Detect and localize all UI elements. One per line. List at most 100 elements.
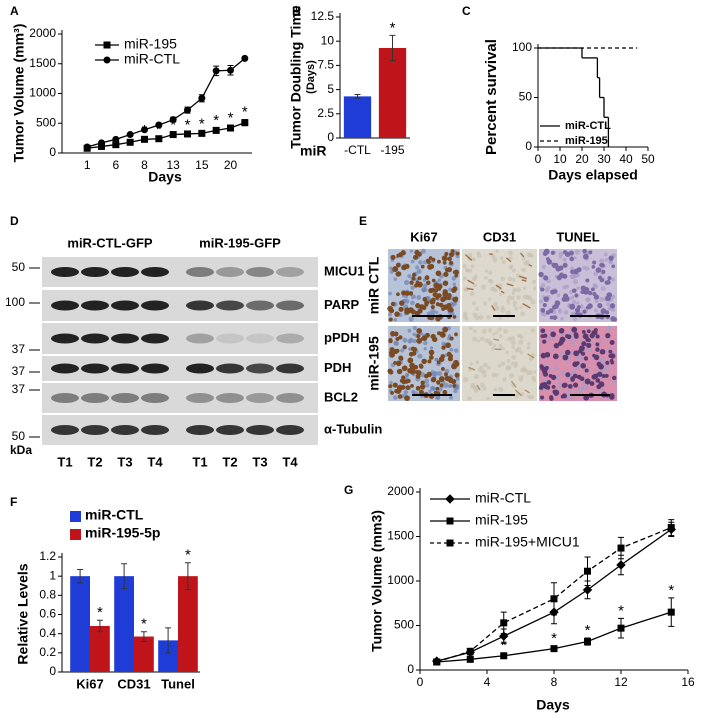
error-bar — [96, 619, 103, 633]
stained-nucleus — [593, 328, 598, 333]
cell-nucleus — [546, 336, 552, 341]
stained-nucleus — [451, 287, 457, 293]
stained-nucleus — [562, 262, 568, 268]
y-tick-label: 12.5 — [311, 9, 335, 23]
stained-nucleus — [422, 297, 427, 302]
cell-nucleus — [480, 369, 485, 374]
stained-nucleus — [551, 304, 557, 310]
cell-nucleus — [479, 382, 485, 388]
stained-nucleus — [540, 352, 547, 359]
cell-nucleus — [389, 266, 393, 270]
point — [198, 129, 206, 137]
cell-nucleus — [569, 340, 574, 345]
stained-nucleus — [401, 375, 406, 380]
x-axis-label: Days — [148, 169, 182, 185]
stained-nucleus — [551, 384, 556, 389]
blot-row-label: MICU1 — [324, 263, 364, 278]
stained-nucleus — [546, 259, 553, 265]
stained-nucleus — [596, 384, 602, 390]
cell-nucleus — [570, 295, 575, 300]
cell-nucleus — [472, 329, 477, 334]
stained-nucleus — [435, 270, 442, 277]
stained-nucleus — [573, 350, 580, 357]
stained-nucleus — [574, 307, 581, 313]
stained-nucleus — [440, 366, 445, 371]
cell-nucleus — [416, 295, 422, 300]
vessel — [506, 283, 514, 287]
stained-nucleus — [388, 307, 395, 314]
significance-mark: * — [551, 630, 557, 647]
blot-band — [246, 333, 274, 344]
point — [550, 645, 558, 653]
error-bar — [184, 562, 191, 591]
stained-nucleus — [409, 362, 416, 369]
cell-nucleus — [501, 346, 505, 351]
panel-letter: B — [292, 4, 301, 18]
stained-nucleus — [601, 373, 606, 378]
stained-nucleus — [435, 296, 439, 300]
cell-nucleus — [408, 337, 414, 343]
bar — [90, 626, 110, 672]
vessel — [521, 279, 527, 282]
lane-label: T3 — [252, 454, 267, 469]
stained-nucleus — [545, 310, 551, 315]
cell-nucleus — [518, 339, 524, 345]
cell-nucleus — [562, 285, 567, 290]
stained-nucleus — [558, 327, 565, 334]
cell-nucleus — [475, 306, 480, 311]
cell-nucleus — [431, 386, 436, 391]
x-tick-label: 8 — [141, 158, 148, 172]
stained-nucleus — [448, 252, 455, 258]
stained-nucleus — [595, 342, 600, 347]
cell-nucleus — [522, 294, 528, 300]
stained-nucleus — [390, 391, 394, 395]
cell-nucleus — [582, 265, 587, 270]
cell-nucleus — [526, 346, 531, 350]
x-tick-label: 30 — [597, 152, 611, 166]
panel-letter: A — [10, 4, 19, 18]
x-axis-label: Days — [536, 697, 570, 713]
stained-nucleus — [430, 304, 435, 310]
y-tick-label: 1 — [49, 568, 56, 582]
stained-nucleus — [428, 355, 434, 360]
cell-nucleus — [518, 374, 524, 381]
cell-nucleus — [503, 328, 508, 334]
blot-band — [246, 425, 274, 435]
blot-band — [216, 393, 244, 403]
stained-nucleus — [402, 345, 407, 350]
point — [584, 567, 591, 575]
vessel — [467, 279, 475, 285]
cell-nucleus — [488, 270, 493, 275]
y-axis-label: Tumor Volume (mm³) — [11, 24, 27, 163]
cell-nucleus — [507, 276, 513, 282]
point — [584, 638, 591, 646]
x-tick-label: 20 — [224, 158, 238, 172]
stained-nucleus — [592, 260, 597, 265]
cell-nucleus — [522, 368, 528, 373]
cell-nucleus — [587, 326, 591, 331]
vessel — [489, 253, 493, 256]
point — [155, 121, 163, 129]
y-tick-label: 5 — [327, 82, 334, 96]
blot-band — [276, 300, 304, 311]
vessel — [522, 303, 531, 309]
cell-nucleus — [486, 396, 490, 401]
stained-nucleus — [582, 253, 589, 260]
cell-nucleus — [531, 279, 537, 285]
stained-nucleus — [420, 337, 425, 341]
cell-nucleus — [428, 389, 432, 394]
stained-nucleus — [424, 302, 429, 307]
cell-nucleus — [509, 373, 514, 379]
stained-nucleus — [394, 389, 399, 394]
point — [466, 647, 474, 655]
blot-band — [186, 363, 214, 374]
stained-nucleus — [414, 370, 419, 374]
stained-nucleus — [388, 338, 393, 344]
y-tick-label: 2.5 — [317, 106, 334, 120]
cell-nucleus — [422, 283, 428, 289]
cell-nucleus — [521, 256, 526, 261]
cell-nucleus — [598, 338, 603, 343]
legend-label: miR-195 — [565, 135, 608, 147]
cell-nucleus — [482, 386, 487, 391]
stained-nucleus — [606, 292, 613, 298]
